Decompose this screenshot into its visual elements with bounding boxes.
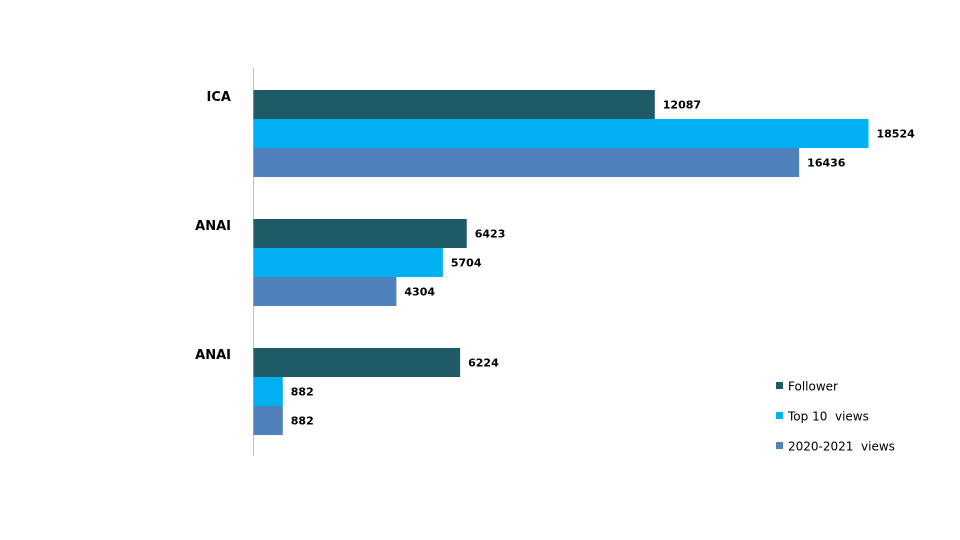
- bar: [253, 377, 283, 406]
- legend-label: 2020-2021 views: [788, 440, 895, 454]
- legend-swatch: [776, 412, 783, 419]
- data-label: 18524: [877, 128, 916, 141]
- data-label: 6423: [475, 228, 506, 241]
- category-label: ANAI: [195, 348, 231, 363]
- bar: [253, 219, 467, 248]
- bar: [253, 119, 869, 148]
- legend-label: Follower: [788, 380, 838, 394]
- bar: [253, 406, 283, 435]
- data-label: 6224: [468, 357, 499, 370]
- data-label: 882: [291, 386, 314, 399]
- bar: [253, 90, 655, 119]
- category-label: ICA: [207, 90, 231, 105]
- bars-layer: 12087 18524 16436 6423 5704 4304 6224 882 882: [253, 90, 916, 435]
- bar: [253, 348, 461, 377]
- legend-swatch: [776, 442, 783, 449]
- data-label: 12087: [663, 99, 701, 112]
- bar: [253, 277, 397, 306]
- data-label: 5704: [451, 257, 482, 270]
- data-label: 16436: [807, 157, 846, 170]
- legend: Follower Top 10 views 2020-2021 views: [776, 380, 895, 454]
- data-label: 4304: [404, 286, 435, 299]
- legend-label: Top 10 views: [787, 410, 869, 424]
- bar: [253, 148, 800, 177]
- legend-swatch: [776, 382, 783, 389]
- bar: [253, 248, 443, 277]
- category-labels: ICA ANAI ANAI: [195, 90, 231, 363]
- category-label: ANAI: [195, 219, 231, 234]
- data-label: 882: [291, 415, 314, 428]
